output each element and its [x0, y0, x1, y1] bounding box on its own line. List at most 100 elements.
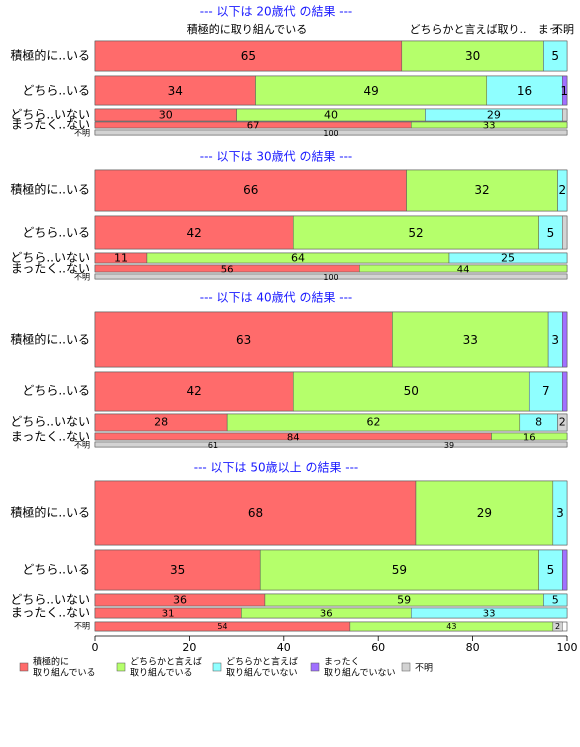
bar-segment — [410, 607, 568, 619]
bar-value-label: 31 — [162, 609, 175, 620]
bar-segment — [94, 311, 393, 368]
bar-segment — [94, 215, 294, 250]
legend-label: 取り組んでいない — [324, 667, 396, 679]
top-category-label: まっ.. — [538, 23, 567, 36]
top-category-label: 不明 — [552, 23, 574, 36]
bar-value-label: 68 — [248, 506, 263, 520]
bar-value-label: 54 — [217, 622, 227, 631]
bar-value-label: 44 — [457, 265, 470, 276]
bar-value-label: 33 — [483, 121, 496, 132]
bar-value-label: 36 — [173, 594, 187, 607]
row-label: 不明 — [74, 273, 90, 282]
row-label: どちら..いない — [10, 251, 90, 265]
bar-segment — [562, 75, 568, 106]
top-category-label: どちらかと言えば取り.. — [410, 23, 527, 36]
bar-value-label: 59 — [392, 563, 407, 577]
bar-value-label: 62 — [366, 416, 380, 429]
legend-label: どちらかと言えば — [130, 656, 202, 668]
bar-value-label: 52 — [408, 226, 423, 240]
row-label: 不明 — [74, 622, 90, 631]
bar-segment — [94, 129, 568, 136]
legend-label: 取り組んでいない — [226, 667, 298, 679]
bar-value-label: 29 — [477, 506, 492, 520]
row-label: まったく..ない — [11, 430, 90, 444]
row-label: どちら..いない — [10, 415, 90, 429]
bar-segment — [94, 371, 294, 412]
legend-label: 不明 — [415, 663, 433, 674]
bar-value-label: 30 — [465, 49, 480, 63]
bar-value-label: 29 — [487, 109, 501, 122]
x-tick-label: 60 — [371, 641, 385, 654]
bar-value-label: 7 — [542, 384, 550, 398]
bar-segment — [94, 441, 568, 448]
bar-segment — [255, 75, 488, 106]
bar-value-label: 100 — [323, 129, 338, 138]
x-tick-label: 100 — [557, 641, 578, 654]
bar-value-label: 42 — [186, 226, 201, 240]
row-label: どちら..いる — [22, 563, 90, 577]
bar-segment — [448, 252, 568, 264]
bar-segment — [552, 621, 563, 632]
bar-value-label: 3 — [556, 506, 564, 520]
bar-segment — [543, 593, 568, 607]
bar-value-label: 66 — [243, 183, 258, 197]
bar-segment — [486, 75, 563, 106]
x-tick-label: 20 — [182, 641, 196, 654]
legend-label: 取り組んでいる — [33, 667, 96, 679]
legend-swatch — [212, 662, 222, 672]
legend-label: どちらかと言えば — [226, 656, 298, 668]
bar-value-label: 84 — [287, 433, 300, 444]
row-label: 不明 — [74, 129, 90, 138]
bar-value-label: 11 — [114, 252, 128, 265]
bar-value-label: 2 — [559, 416, 566, 429]
x-tick-label: 0 — [92, 641, 99, 654]
bar-segment — [94, 169, 407, 212]
bar-segment — [543, 40, 568, 72]
bar-value-label: 64 — [291, 252, 305, 265]
legend-swatch — [310, 662, 320, 672]
bar-value-label: 49 — [363, 84, 378, 98]
bar-value-label: 34 — [168, 84, 183, 98]
x-tick-label: 80 — [466, 641, 480, 654]
bar-segment — [557, 413, 568, 432]
row-label: どちら..いる — [22, 84, 90, 98]
bar-value-label: 5 — [551, 49, 559, 63]
bar-value-label: 35 — [170, 563, 185, 577]
bar-value-label: 36 — [320, 609, 333, 620]
bar-value-label: 2 — [555, 622, 560, 631]
bar-segment — [94, 273, 568, 280]
panel-title: --- 以下は 40歳代 の結果 --- — [200, 291, 353, 305]
row-label: まったく..ない — [11, 262, 90, 276]
bar-value-label: 28 — [154, 416, 168, 429]
bar-value-label: 33 — [463, 333, 478, 347]
bar-value-label: 61 — [208, 441, 218, 450]
bar-value-label: 39 — [444, 441, 454, 450]
bar-segment — [552, 480, 568, 546]
bar-value-label: 25 — [501, 252, 515, 265]
row-label: どちら..いる — [22, 384, 90, 398]
bar-value-label: 32 — [474, 183, 489, 197]
bar-segment — [94, 549, 261, 591]
panel-title: --- 以下は 50歳以上 の結果 --- — [194, 461, 359, 475]
row-label: まったく..ない — [11, 118, 90, 132]
row-label: 積極的に..いる — [10, 505, 90, 520]
bar-value-label: 8 — [535, 416, 542, 429]
bar-value-label: 16 — [523, 433, 536, 444]
bar-value-label: 33 — [483, 609, 496, 620]
bar-segment — [292, 215, 539, 250]
bar-value-label: 40 — [324, 109, 338, 122]
bar-segment — [562, 549, 568, 591]
row-label: どちら..いる — [22, 226, 90, 240]
bar-segment — [557, 169, 568, 212]
bar-segment — [406, 169, 558, 212]
bar-segment — [562, 311, 568, 368]
bar-value-label: 67 — [247, 121, 260, 132]
row-label: 積極的に..いる — [10, 182, 90, 197]
legend-swatch — [116, 662, 126, 672]
legend-swatch — [401, 662, 411, 672]
bar-segment — [259, 549, 539, 591]
bar-segment — [94, 75, 256, 106]
legend-label: 取り組んでいる — [130, 667, 193, 679]
bar-value-label: 63 — [236, 333, 251, 347]
